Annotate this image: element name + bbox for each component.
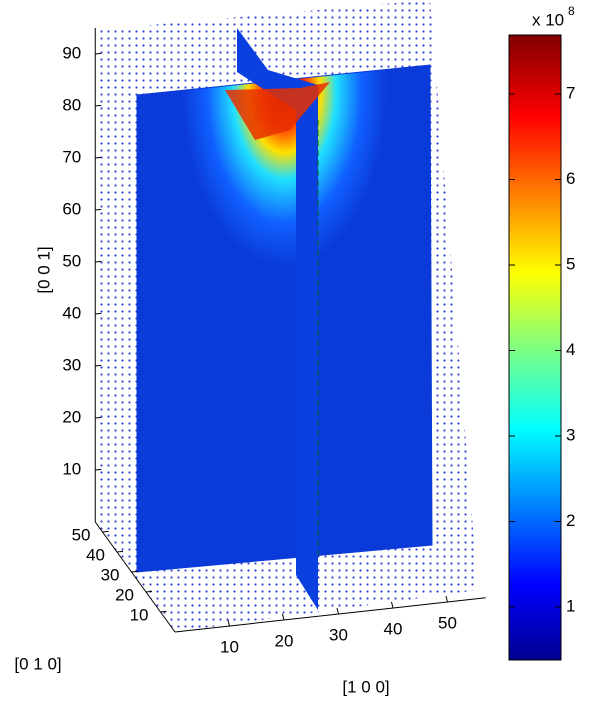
x-tick-label: 50 — [438, 613, 457, 632]
slice-plane — [136, 64, 433, 573]
y-tick — [116, 550, 124, 553]
colorbar-exponent: 8 — [568, 4, 575, 18]
z-tick — [95, 156, 102, 159]
y-tick — [131, 570, 138, 573]
slice-plane — [237, 28, 318, 610]
x-tick — [391, 601, 394, 609]
z-tick-label: 40 — [62, 303, 81, 322]
y-tick-label: 10 — [130, 605, 149, 624]
z-tick — [95, 208, 102, 211]
x-axis-label: [1 0 0] — [342, 677, 389, 696]
z-tick-label: 90 — [62, 43, 81, 62]
y-tick-label: 40 — [86, 545, 105, 564]
colorbar-tick-label: 5 — [566, 254, 575, 273]
z-axis-label: [0 0 1] — [34, 246, 53, 293]
z-tick-label: 70 — [62, 147, 81, 166]
y-axis — [94, 521, 176, 633]
x-tick — [336, 607, 339, 615]
colorbar-tick-label: 6 — [566, 169, 575, 188]
x-axis — [174, 597, 486, 633]
y-tick-label: 20 — [115, 585, 134, 604]
z-tick-label: 10 — [62, 459, 81, 478]
z-tick — [95, 364, 102, 367]
z-tick — [95, 260, 102, 263]
y-tick — [145, 590, 153, 593]
z-tick-label: 20 — [62, 407, 81, 426]
x-tick-label: 40 — [384, 619, 403, 638]
colorbar-tick-label: 4 — [566, 340, 575, 359]
colorbar-tick-label: 3 — [566, 425, 575, 444]
colorbar-tick-label: 7 — [566, 83, 575, 102]
x-tick-label: 30 — [329, 625, 348, 644]
colorbar-tick-label: 1 — [566, 596, 575, 615]
z-tick — [95, 468, 102, 471]
z-tick-label: 50 — [62, 251, 81, 270]
x-tick — [227, 619, 230, 627]
y-tick — [102, 530, 109, 533]
z-tick — [95, 104, 102, 107]
colorbar — [508, 34, 562, 661]
x-tick — [445, 595, 448, 603]
z-tick-label: 80 — [62, 95, 81, 114]
x-tick-label: 20 — [275, 631, 294, 650]
x-tick-label: 10 — [220, 637, 239, 656]
z-tick — [95, 312, 102, 315]
y-tick-label: 50 — [72, 525, 91, 544]
y-axis-label: [0 1 0] — [14, 654, 61, 673]
colorbar-tick-label: 2 — [566, 511, 575, 530]
z-tick — [95, 52, 102, 55]
z-tick-label: 60 — [62, 199, 81, 218]
z-tick-label: 30 — [62, 355, 81, 374]
x-tick — [282, 613, 285, 621]
hot-spot — [225, 82, 330, 140]
z-tick — [95, 416, 102, 419]
y-tick — [160, 610, 167, 613]
colorbar-exponent-label: x 10 — [532, 10, 564, 29]
y-tick-label: 30 — [101, 565, 120, 584]
